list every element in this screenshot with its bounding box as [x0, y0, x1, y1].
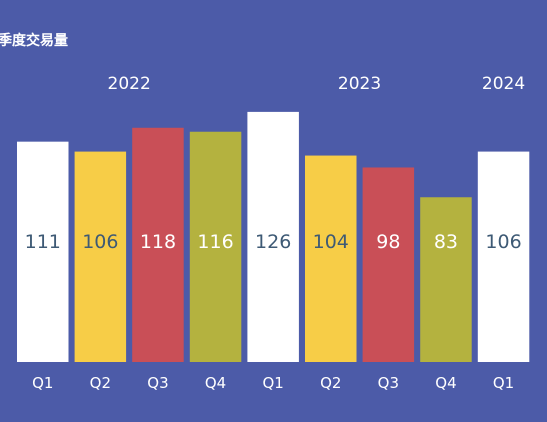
value-label-7: 98: [376, 231, 400, 253]
value-label-8: 83: [434, 231, 458, 253]
value-label-1: 111: [25, 231, 61, 253]
x-tick-7: Q3: [378, 374, 399, 392]
value-label-4: 116: [197, 231, 233, 253]
bar-6: [305, 155, 357, 362]
year-label-2023: 2023: [338, 74, 381, 94]
x-tick-2: Q2: [90, 374, 111, 392]
bars: [17, 111, 530, 363]
bar-9: [477, 151, 530, 362]
x-tick-6: Q2: [320, 374, 341, 392]
bar-1: [17, 141, 69, 362]
chart-title: 季度交易量: [0, 32, 68, 49]
bar-4: [189, 131, 242, 362]
value-labels: 111 106 118 116 126 104 98 83 106: [25, 231, 522, 253]
x-tick-5: Q1: [262, 374, 283, 392]
value-label-6: 104: [313, 231, 349, 253]
bar-3: [132, 127, 184, 363]
value-label-5: 126: [255, 231, 291, 253]
bar-2: [74, 151, 127, 362]
bar-7: [362, 167, 415, 362]
bar-5: [247, 111, 299, 362]
value-label-2: 106: [82, 231, 118, 253]
year-label-2022: 2022: [108, 74, 151, 94]
x-tick-3: Q3: [147, 374, 168, 392]
year-label-2024: 2024: [482, 74, 525, 94]
x-tick-1: Q1: [32, 374, 53, 392]
value-label-9: 106: [485, 231, 521, 253]
year-labels: 2022 2023 2024: [108, 74, 526, 94]
x-tick-labels: Q1 Q2 Q3 Q4 Q1 Q2 Q3 Q4 Q1: [32, 374, 514, 392]
x-tick-9: Q1: [493, 374, 514, 392]
x-tick-4: Q4: [205, 374, 226, 392]
value-label-3: 118: [140, 231, 176, 253]
bar-8: [420, 197, 472, 362]
x-tick-8: Q4: [435, 374, 456, 392]
